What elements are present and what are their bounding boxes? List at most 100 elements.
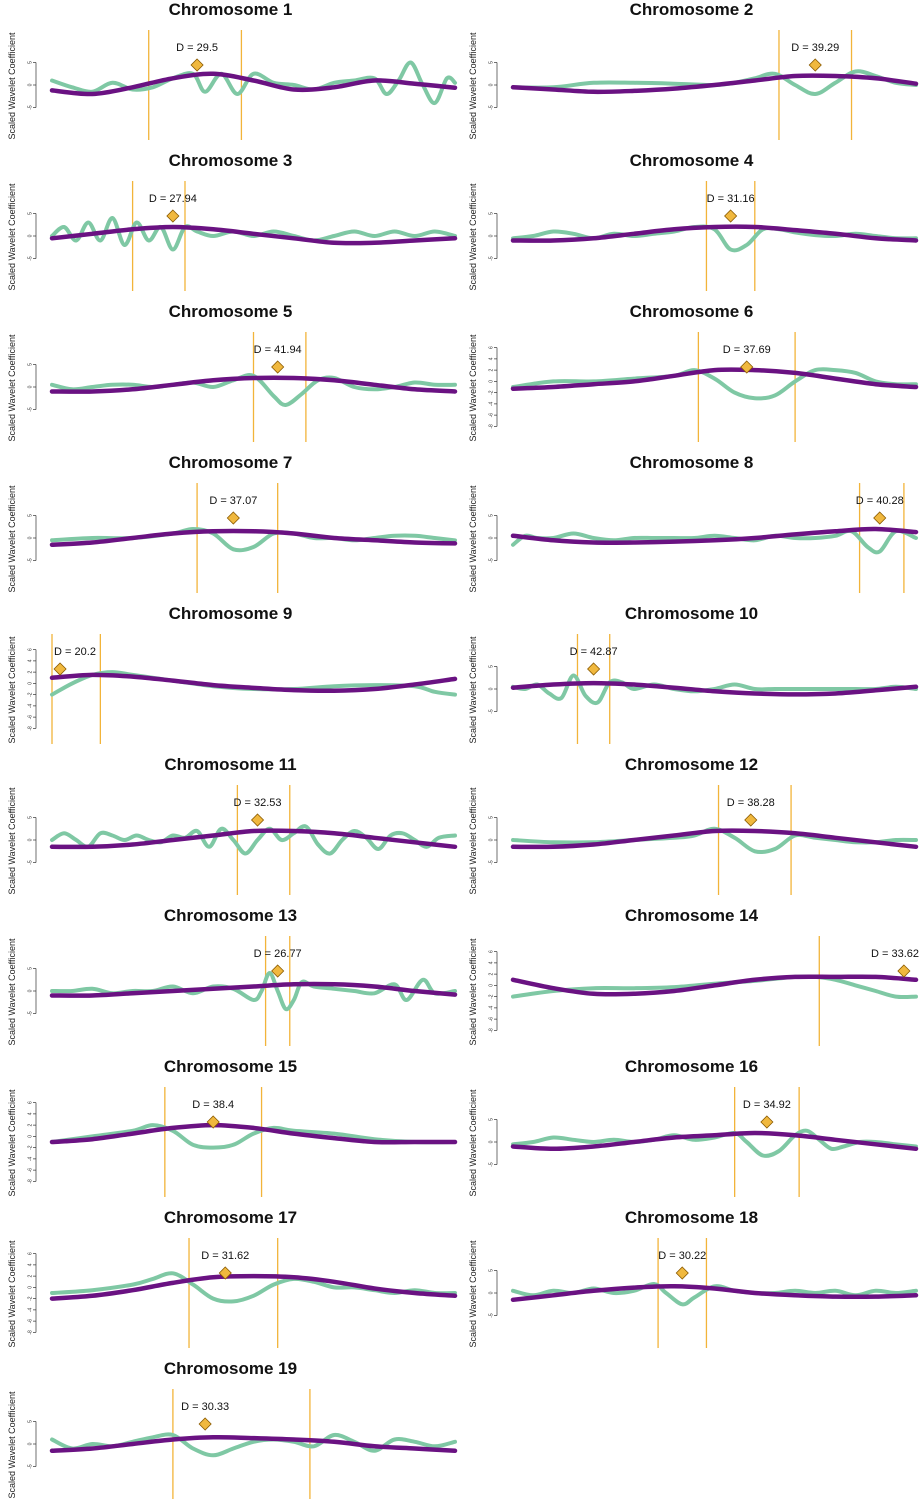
y-tick-label: -5 <box>27 1464 33 1469</box>
panel-plot: 5 0 -5 D = 27.94 <box>27 181 458 291</box>
y-tick-label: 0 <box>27 385 33 388</box>
y-tick-label: -4 <box>27 1307 33 1312</box>
coarse-scale-wavelet-line <box>510 828 919 850</box>
d-marker <box>760 1115 774 1129</box>
y-tick-label: 0 <box>27 838 33 841</box>
panel-title: Chromosome 12 <box>624 755 759 774</box>
d-value-label: D = 33.62 <box>871 948 919 960</box>
y-tick-label: 2 <box>488 369 494 372</box>
panel-title: Chromosome 10 <box>624 604 759 623</box>
chromosome-panel: Chromosome 9 Scaled Wavelet Coefficient 6 4… <box>0 604 461 755</box>
coarse-scale-wavelet-line <box>510 1130 919 1152</box>
panel-plot: 5 0 -5 D = 29.5 <box>27 30 458 140</box>
coarse-scale-wavelet-line <box>510 73 919 95</box>
y-tick-label: -5 <box>488 558 494 563</box>
panel-title: Chromosome 1 <box>168 0 293 19</box>
d-value-label: D = 31.62 <box>201 1250 249 1262</box>
panel-plot: 5 0 -5 D = 42.87 <box>488 634 919 744</box>
y-tick-label: 0 <box>488 1140 494 1143</box>
panel-plot: 5 0 -5 D = 40.28 <box>488 483 919 593</box>
fine-scale-wavelet-line <box>511 69 918 96</box>
d-marker <box>250 813 265 827</box>
panel-title: Chromosome 9 <box>168 604 293 623</box>
y-tick-label: -4 <box>488 401 494 406</box>
y-tick-label: 4 <box>27 1112 33 1115</box>
y-tick-label: 5 <box>27 363 33 366</box>
chromosome-panel: Chromosome 6 Scaled Wavelet Coefficient 6 4… <box>461 302 922 453</box>
y-tick-label: -4 <box>27 1156 33 1161</box>
d-marker <box>271 360 285 374</box>
y-tick-label: 5 <box>488 816 494 819</box>
d-marker <box>587 662 601 676</box>
y-tick-label: -8 <box>27 1179 33 1184</box>
coarse-scale-wavelet-line <box>49 1122 458 1145</box>
d-marker <box>226 511 240 525</box>
y-tick-label: 0 <box>488 1291 494 1294</box>
d-value-label: D = 37.69 <box>723 344 771 356</box>
y-tick-label: 5 <box>488 61 494 64</box>
y-tick-label: 5 <box>27 514 33 517</box>
y-tick-label: -2 <box>488 390 494 395</box>
y-tick-label: 5 <box>488 1269 494 1272</box>
y-tick-label: -5 <box>488 1162 494 1167</box>
y-tick-label: 0 <box>488 687 494 690</box>
coarse-scale-wavelet-line <box>49 828 458 850</box>
coarse-scale-wavelet-line <box>49 1273 458 1301</box>
d-marker <box>873 511 887 525</box>
panel-plot: 5 0 -5 D = 38.28 <box>488 785 919 895</box>
d-value-label: D = 39.29 <box>791 42 839 54</box>
panel-plot: 5 0 -5 D = 39.29 <box>488 30 919 140</box>
fine-scale-wavelet-line <box>50 1123 457 1150</box>
panel-title: Chromosome 8 <box>629 453 754 472</box>
y-tick-label: -5 <box>27 860 33 865</box>
chromosome-panel: Chromosome 7 Scaled Wavelet Coefficient 5 0… <box>0 453 461 604</box>
y-tick-label: -5 <box>27 558 33 563</box>
d-value-label: D = 34.92 <box>743 1099 791 1111</box>
chromosome-panel: Chromosome 8 Scaled Wavelet Coefficient 5 0… <box>461 453 922 604</box>
y-tick-label: 2 <box>488 973 494 976</box>
panel-plot: 5 0 -5 D = 30.33 <box>27 1389 458 1499</box>
panel-plot: 5 0 -5 D = 32.53 <box>27 785 458 895</box>
y-tick-label: -6 <box>27 1319 33 1324</box>
y-tick-label: -5 <box>488 105 494 110</box>
y-tick-label: -5 <box>27 105 33 110</box>
panel-title: Chromosome 14 <box>624 906 759 925</box>
chromosome-panel: Chromosome 14 Scaled Wavelet Coefficient 6… <box>461 906 922 1057</box>
panel-title: Chromosome 7 <box>168 453 293 472</box>
y-tick-label: -2 <box>27 1145 33 1150</box>
fine-scale-wavelet-line <box>50 824 457 856</box>
fine-scale-wavelet-line <box>511 528 918 555</box>
y-tick-label: 0 <box>27 83 33 86</box>
y-tick-label: 5 <box>488 212 494 215</box>
y-tick-label: 5 <box>488 514 494 517</box>
panel-title: Chromosome 13 <box>163 906 298 925</box>
d-value-label: D = 41.94 <box>254 344 302 356</box>
panel-title: Chromosome 19 <box>163 1359 298 1378</box>
d-marker <box>53 662 67 676</box>
coarse-scale-wavelet-line <box>49 672 458 694</box>
panel-plot: 6 4 2 0 -2 -4 -6 -8 D = 20.2 <box>27 634 458 744</box>
y-tick-label: -2 <box>27 692 33 697</box>
panel-plot: 6 4 2 0 -2 -4 -6 -8 D = 38.4 <box>27 1087 458 1197</box>
panel-title: Chromosome 6 <box>629 302 754 321</box>
y-tick-label: -5 <box>27 1011 33 1016</box>
y-tick-label: 0 <box>27 989 33 992</box>
chromosome-panel: Chromosome 15 Scaled Wavelet Coefficient 6… <box>0 1057 461 1208</box>
chromosome-panel: Chromosome 4 Scaled Wavelet Coefficient 5 0… <box>461 151 922 302</box>
y-tick-label: 0 <box>488 838 494 841</box>
y-tick-label: 0 <box>27 1135 33 1138</box>
y-tick-label: -8 <box>488 424 494 429</box>
y-tick-label: -6 <box>488 1017 494 1022</box>
y-tick-label: 4 <box>27 659 33 662</box>
d-value-label: D = 38.28 <box>727 797 775 809</box>
panel-plot: 5 0 -5 D = 31.16 <box>488 181 919 291</box>
panel-plot: 5 0 -5 D = 26.77 <box>27 936 458 1046</box>
d-marker <box>198 1417 212 1431</box>
panel-title: Chromosome 15 <box>163 1057 298 1076</box>
y-tick-label: 5 <box>27 212 33 215</box>
y-tick-label: -8 <box>27 726 33 731</box>
panel-plot: 5 0 -5 D = 30.22 <box>488 1238 919 1348</box>
y-tick-label: -5 <box>488 256 494 261</box>
y-tick-label: 5 <box>488 1118 494 1121</box>
